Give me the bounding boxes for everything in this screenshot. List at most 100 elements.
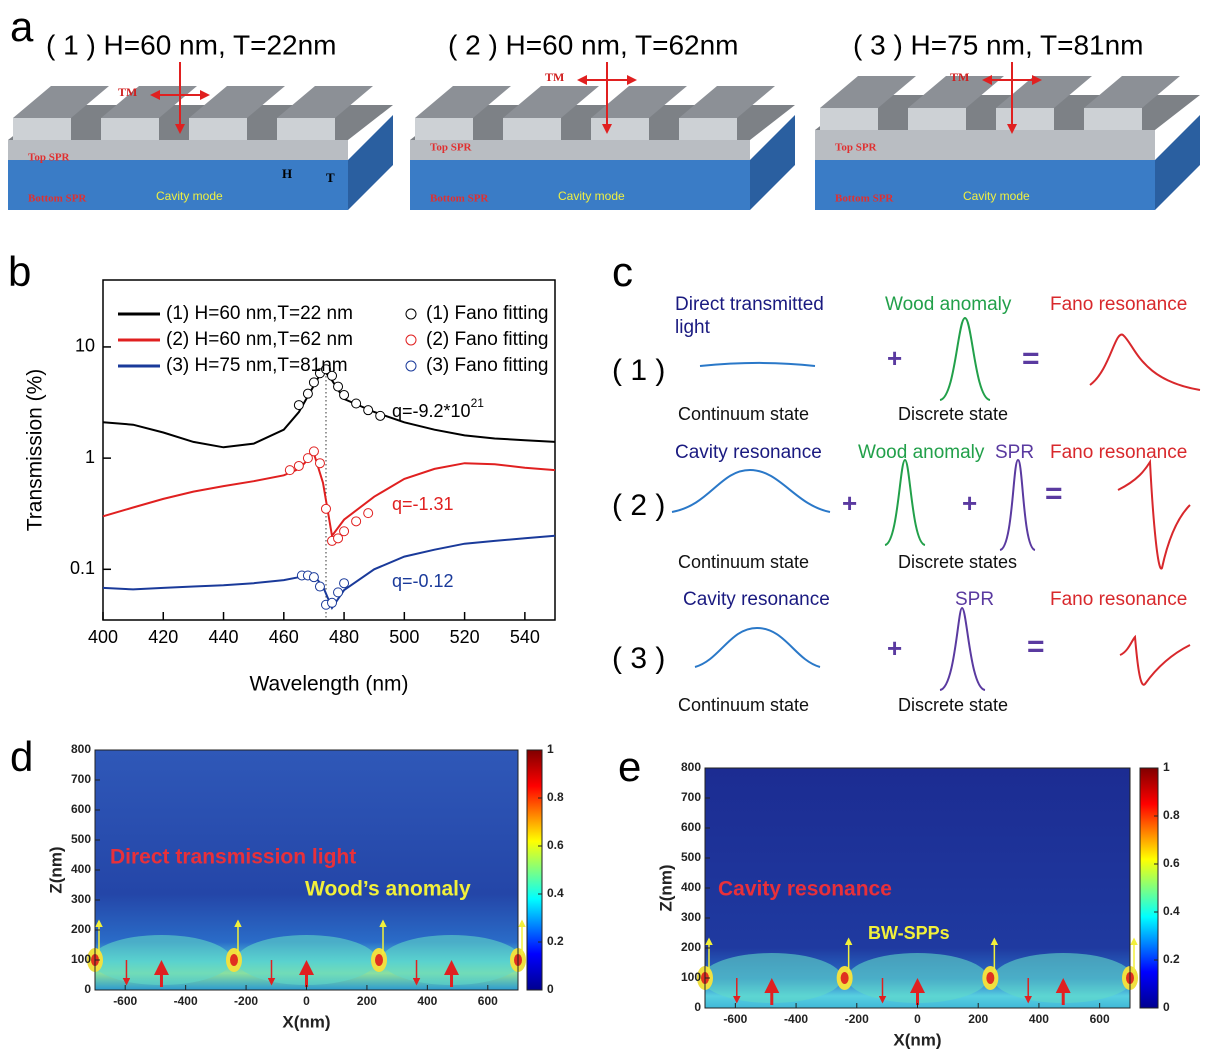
legend-label: (1) H=60 nm,T=22 nm [166, 303, 353, 324]
top-spr-label: Top SPR [835, 142, 878, 154]
state-label: Continuum state [678, 695, 809, 715]
grating-layer [410, 140, 750, 160]
y-tick-label: 10 [75, 336, 95, 356]
y-tick-label: 500 [71, 832, 91, 846]
h-label: H [282, 166, 292, 181]
fit-point [320, 503, 331, 514]
y-tick-label: 500 [681, 850, 701, 864]
x-tick-label: -200 [845, 1012, 869, 1026]
colorbar-label: 0.2 [1163, 952, 1180, 966]
substrate-front [410, 160, 750, 210]
equals-sign: = [1022, 342, 1040, 375]
colorbar-label: 0 [547, 982, 554, 996]
schematic-title: ( 2 ) H=60 nm, T=62nm [448, 29, 739, 60]
discrete-label: Wood anomaly [885, 294, 1012, 315]
x-tick-label: 460 [269, 627, 299, 647]
y-tick-label: 300 [71, 892, 91, 906]
schematic-title: ( 1 ) H=60 nm, T=22nm [46, 29, 337, 60]
row-index: ( 2 ) [612, 489, 665, 522]
annotation-sup: 21 [471, 396, 485, 410]
y-tick-label: 300 [681, 910, 701, 924]
result-label: Fano resonance [1050, 589, 1187, 610]
panel-label: c [612, 248, 633, 295]
state-label: Discrete states [898, 552, 1017, 572]
x-tick-label: 520 [450, 627, 480, 647]
legend-marker [405, 308, 417, 320]
result-label: Fano resonance [1050, 442, 1187, 463]
bottom-spr-label: Bottom SPR [835, 193, 894, 205]
discrete-label: SPR [955, 589, 994, 610]
polarization-label: TM [950, 70, 969, 84]
x-tick-label: 540 [510, 627, 540, 647]
ridge-front [277, 118, 335, 140]
map-annotation: Cavity resonance [718, 878, 892, 901]
y-tick-label: 200 [71, 922, 91, 936]
discrete-curve [999, 458, 1036, 551]
fit-point [308, 572, 319, 583]
bottom-spr-label: Bottom SPR [430, 193, 489, 205]
annotation: q=-0.12 [392, 571, 454, 591]
colorbar-label: 0.2 [547, 934, 564, 948]
continuum-curve [699, 362, 816, 367]
map-annotation: BW-SPPs [868, 923, 950, 943]
row-index: ( 1 ) [612, 354, 665, 387]
y-tick-label: 800 [681, 760, 701, 774]
legend-label: (2) H=60 nm,T=62 nm [166, 329, 353, 350]
annotation-text: q=-1.31 [392, 494, 454, 514]
continuum-label: Cavity resonance [683, 589, 830, 610]
map-annotation: Wood’s anomaly [305, 878, 471, 901]
field-core [840, 972, 849, 984]
cavity-mode-label: Cavity mode [558, 189, 625, 203]
fit-point [314, 458, 325, 469]
panel-label: a [10, 3, 34, 50]
discrete-label: Wood anomaly [858, 442, 985, 463]
map-annotation: Direct transmission light [110, 846, 356, 869]
x-tick-label: -600 [723, 1012, 747, 1026]
ridge-front [996, 108, 1054, 130]
y-tick-label: 0.1 [70, 558, 95, 578]
x-tick-label: -400 [174, 994, 198, 1008]
ridge-front [591, 118, 649, 140]
legend-label: (3) Fano fitting [426, 355, 549, 376]
state-label: Discrete state [898, 404, 1008, 424]
x-tick-label: 400 [1029, 1012, 1049, 1026]
x-tick-label: 0 [303, 994, 310, 1008]
continuum-curve [694, 626, 821, 668]
grating-layer [8, 140, 348, 160]
ridge-front [415, 118, 473, 140]
fit-point [308, 377, 319, 388]
panel-label: e [618, 743, 641, 790]
legend-marker [405, 334, 417, 346]
fit-point [333, 381, 344, 392]
y-tick-label: 1 [85, 447, 95, 467]
x-axis-title: X(nm) [282, 1012, 330, 1031]
fit-point [314, 581, 325, 592]
y-axis-title: Transmission (%) [24, 369, 47, 532]
fit-point [351, 398, 362, 409]
fit-point [363, 405, 374, 416]
bottom-spr-label: Bottom SPR [28, 193, 87, 205]
plus-sign: + [887, 343, 902, 373]
ridge-top [996, 76, 1092, 108]
x-tick-label: 200 [968, 1012, 988, 1026]
y-tick-label: 100 [71, 952, 91, 966]
polarization-label: TM [118, 85, 137, 99]
fit-point [333, 587, 344, 598]
fit-point [375, 410, 386, 421]
y-tick-label: 600 [71, 802, 91, 816]
plot-frame [102, 279, 556, 621]
ridge-front [820, 108, 878, 130]
fit-point [308, 446, 319, 457]
ridge-top [503, 86, 599, 118]
equals-sign: = [1045, 477, 1063, 510]
y-tick-label: 700 [71, 772, 91, 786]
fit-point [339, 526, 350, 537]
series-line [102, 367, 556, 449]
fit-point [302, 388, 313, 399]
fit-point [351, 516, 362, 527]
ridge-front [189, 118, 247, 140]
annotation: q=-9.2*1021 [392, 396, 484, 421]
colorbar-label: 0.6 [1163, 856, 1180, 870]
x-tick-label: 600 [1090, 1012, 1110, 1026]
cavity-mode-label: Cavity mode [963, 189, 1030, 203]
